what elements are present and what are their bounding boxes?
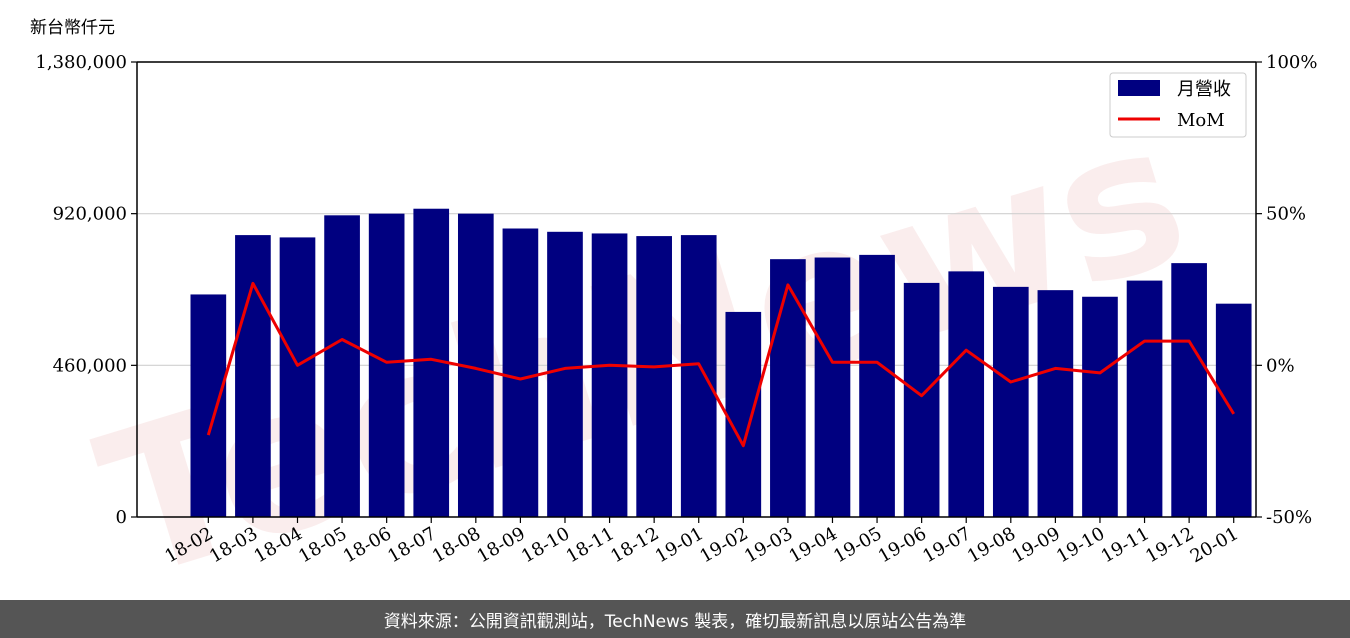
left-tick-label: 1,380,000 xyxy=(35,52,127,73)
left-tick-label: 460,000 xyxy=(53,355,127,376)
bar xyxy=(324,215,360,517)
right-tick-label: 50% xyxy=(1266,204,1306,225)
bar xyxy=(1126,280,1163,517)
left-tick-label: 0 xyxy=(116,507,127,528)
axes xyxy=(136,61,1257,518)
legend-label-mom: MoM xyxy=(1177,110,1225,131)
x-tick-label: 19-07 xyxy=(919,523,974,567)
x-tick-label: 19-03 xyxy=(741,523,796,567)
x-tick-label: 20-01 xyxy=(1187,523,1242,567)
x-tick-label: 19-11 xyxy=(1098,523,1153,567)
bar xyxy=(903,282,940,517)
x-tick-label: 19-06 xyxy=(875,523,930,567)
x-tick-label: 18-11 xyxy=(563,523,618,567)
bar xyxy=(279,237,316,517)
bar xyxy=(680,235,717,517)
legend-swatch-bar xyxy=(1118,80,1160,96)
x-tick-label: 19-01 xyxy=(652,523,707,567)
bar xyxy=(1171,263,1207,517)
x-tick-label: 19-10 xyxy=(1053,523,1108,567)
left-axis-ticks: 0 460,000 920,000 1,380,000 xyxy=(35,52,137,528)
bar xyxy=(1082,296,1118,517)
bar xyxy=(725,311,762,517)
bar xyxy=(547,231,583,517)
right-axis-ticks: -50% 0% 50% 100% xyxy=(1256,52,1317,528)
bar xyxy=(190,294,227,517)
mom-line xyxy=(206,281,1235,448)
x-tick-label: 19-12 xyxy=(1142,523,1197,567)
legend-label-revenue: 月營收 xyxy=(1177,79,1231,100)
bar xyxy=(1215,303,1252,517)
x-tick-label: 18-12 xyxy=(607,523,662,567)
x-tick-label: 18-09 xyxy=(473,523,528,567)
bar xyxy=(591,233,628,517)
x-tick-label: 19-09 xyxy=(1008,523,1063,567)
bar xyxy=(636,236,672,517)
footer-source-note: 資料來源：公開資訊觀測站，TechNews 製表，確切最新訊息以原站公告為準 xyxy=(0,600,1350,638)
bar xyxy=(992,286,1029,517)
bar xyxy=(368,213,405,517)
x-tick-label: 19-05 xyxy=(830,523,885,567)
bar xyxy=(1037,290,1074,517)
x-tick-label: 19-08 xyxy=(964,523,1019,567)
bar xyxy=(948,271,985,517)
left-tick-label: 920,000 xyxy=(53,204,127,225)
bar xyxy=(770,259,806,517)
bar xyxy=(814,257,851,517)
bar xyxy=(859,254,895,517)
right-tick-label: -50% xyxy=(1266,507,1312,528)
unit-label: 新台幣仟元 xyxy=(30,18,115,38)
x-tick-label: 18-10 xyxy=(518,523,573,567)
x-tick-label: 19-04 xyxy=(786,523,841,567)
bar xyxy=(235,235,271,517)
right-tick-label: 0% xyxy=(1266,355,1295,376)
bar xyxy=(502,228,539,518)
mom-line-series xyxy=(206,281,1235,448)
x-tick-label: 19-02 xyxy=(696,523,751,567)
legend: 月營收 MoM xyxy=(1109,72,1247,138)
right-tick-label: 100% xyxy=(1266,52,1317,73)
